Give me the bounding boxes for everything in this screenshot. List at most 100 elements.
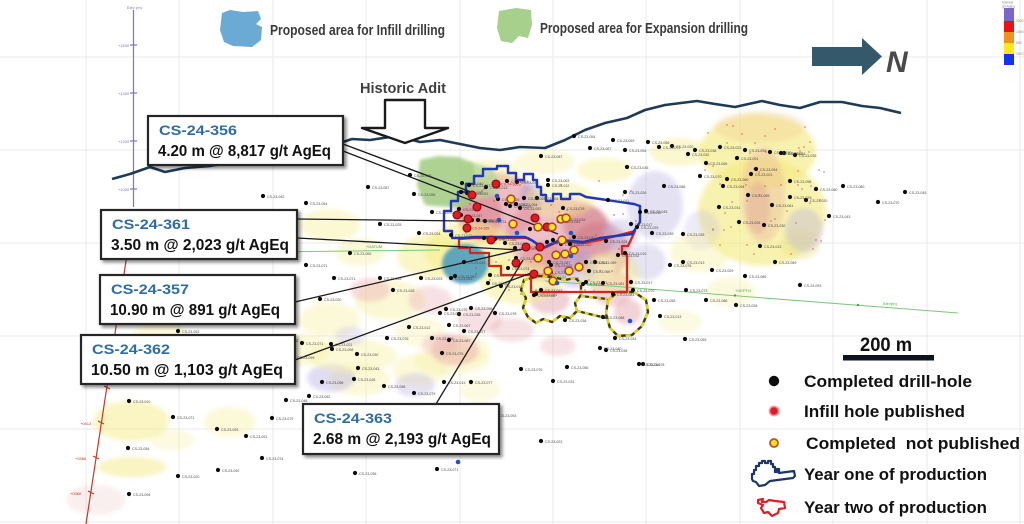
svg-text:CS-24-357: CS-24-357 [111, 281, 189, 297]
svg-text:3.50 m @ 2,023 g/t AgEq: 3.50 m @ 2,023 g/t AgEq [111, 237, 289, 254]
svg-text:CS-23-029: CS-23-029 [482, 219, 499, 223]
svg-text:CS-23-039: CS-23-039 [749, 149, 766, 153]
svg-text:CS-23-061: CS-23-061 [776, 204, 793, 208]
svg-text:CS-23-011: CS-23-011 [612, 199, 629, 203]
svg-text:Infill hole published: Infill hole published [804, 402, 965, 421]
svg-text:CS-23-080: CS-23-080 [820, 188, 837, 192]
svg-text:CS-23-065: CS-23-065 [710, 162, 727, 166]
svg-text:Elev (m): Elev (m) [127, 5, 143, 10]
svg-text:CS-23-067: CS-23-067 [594, 147, 611, 151]
svg-text:10.90 m @ 891 g/t AgEq: 10.90 m @ 891 g/t AgEq [110, 302, 280, 319]
svg-text:CS-23-054: CS-23-054 [760, 168, 777, 172]
svg-text:CS-23-071: CS-23-071 [310, 264, 327, 268]
svg-text:CS-23-040: CS-23-040 [466, 182, 483, 186]
svg-text:CS-23-013: CS-23-013 [687, 261, 704, 265]
svg-text:CS-23-028: CS-23-028 [397, 289, 414, 293]
svg-text:CS-24-360: CS-24-360 [501, 183, 518, 187]
svg-text:CS-23-093: CS-23-093 [499, 414, 516, 418]
svg-text:CS-23-040: CS-23-040 [604, 347, 621, 351]
svg-text:CS-23-053: CS-23-053 [455, 277, 472, 281]
svg-text:Historic Adit: Historic Adit [360, 81, 446, 97]
svg-text:CS-23-043: CS-23-043 [833, 215, 850, 219]
svg-text:CS-23-077: CS-23-077 [509, 242, 526, 246]
svg-text:CS-23-075: CS-23-075 [450, 308, 467, 312]
svg-text:+1600: +1600 [118, 43, 130, 48]
svg-text:CS-23-071: CS-23-071 [177, 416, 194, 420]
svg-text:CS-23-043: CS-23-043 [468, 261, 485, 265]
svg-text:CS-23-020: CS-23-020 [182, 475, 199, 479]
svg-text:CS-24-356: CS-24-356 [159, 122, 237, 138]
svg-text:500: 500 [1016, 41, 1022, 45]
svg-text:CS-23-032: CS-23-032 [692, 153, 709, 157]
svg-text:+DATUM: +DATUM [550, 274, 566, 279]
svg-text:CS-23-081: CS-23-081 [617, 293, 634, 297]
svg-text:CS-24-361: CS-24-361 [112, 216, 190, 232]
svg-text:CS-23-021: CS-23-021 [755, 173, 772, 177]
svg-text:CS-23-072: CS-23-072 [455, 234, 472, 238]
svg-text:CS-23-052: CS-23-052 [313, 395, 330, 399]
svg-text:2000: 2000 [1016, 19, 1024, 23]
svg-text:CS-23-018: CS-23-018 [505, 285, 522, 289]
svg-text:CS-23-056: CS-23-056 [418, 193, 435, 197]
svg-text:CS-23-086: CS-23-086 [668, 185, 685, 189]
svg-text:10.50 m @ 1,103 g/t AgEq: 10.50 m @ 1,103 g/t AgEq [91, 362, 283, 379]
svg-text:CS-23-010: CS-23-010 [133, 400, 150, 404]
svg-text:CS-23-063: CS-23-063 [552, 179, 569, 183]
svg-text:CS-23-063: CS-23-063 [524, 207, 541, 211]
svg-text:CS-23-043: CS-23-043 [362, 367, 379, 371]
svg-text:Proposed area for Expansion dr: Proposed area for Expansion drilling [540, 20, 748, 37]
svg-text:CS-23-033: CS-23-033 [565, 243, 582, 247]
svg-text:CS-23-032: CS-23-032 [622, 254, 639, 258]
svg-text:CS-23-076: CS-23-076 [525, 368, 542, 372]
svg-text:CS-23-091: CS-23-091 [250, 435, 267, 439]
svg-text:CS-23-071: CS-23-071 [441, 468, 458, 472]
svg-text:CS-23-075: CS-23-075 [446, 352, 463, 356]
svg-text:CS-23-035: CS-23-035 [687, 233, 704, 237]
svg-text:CS-23-091: CS-23-091 [741, 157, 758, 161]
svg-text:CS-23-067: CS-23-067 [459, 275, 476, 279]
svg-text:CS-23-042: CS-23-042 [521, 181, 538, 185]
svg-text:CS-23-087: CS-23-087 [372, 186, 389, 190]
svg-text:CS-23-055: CS-23-055 [658, 299, 675, 303]
svg-text:CS-23-098: CS-23-098 [475, 307, 492, 311]
svg-text:CS-23-038: CS-23-038 [699, 149, 716, 153]
svg-text:N: N [886, 46, 909, 79]
svg-text:CS-23-071: CS-23-071 [663, 146, 680, 150]
svg-text:CS-23-056: CS-23-056 [652, 141, 669, 145]
svg-text:CS-23-067: CS-23-067 [453, 324, 470, 328]
svg-text:CS-23-087: CS-23-087 [453, 339, 470, 343]
svg-text:CS-23-052: CS-23-052 [785, 152, 802, 156]
svg-text:Elev(m): Elev(m) [883, 301, 897, 306]
svg-text:CS-23-061: CS-23-061 [643, 363, 660, 367]
svg-text:CS-23-098: CS-23-098 [388, 385, 405, 389]
svg-text:CS-23-087: CS-23-087 [553, 261, 570, 265]
svg-text:CS-23-098: CS-23-098 [336, 348, 353, 352]
svg-text:CS-23-036: CS-23-036 [436, 337, 453, 341]
svg-text:CS-23-074: CS-23-074 [463, 208, 480, 212]
svg-text:CS-23-092: CS-23-092 [222, 469, 239, 473]
svg-text:CS-23-035: CS-23-035 [631, 166, 648, 170]
svg-text:CS-23-045: CS-23-045 [650, 210, 667, 214]
svg-text:CS-23-029: CS-23-029 [794, 196, 811, 200]
svg-text:CS-23-081: CS-23-081 [492, 282, 509, 286]
svg-text:CS-23-055: CS-23-055 [488, 237, 505, 241]
svg-text:CS-23-055: CS-23-055 [689, 338, 706, 342]
svg-text:4.20 m @ 8,817 g/t AgEq: 4.20 m @ 8,817 g/t AgEq [158, 143, 331, 160]
svg-text:CS-23-078: CS-23-078 [647, 363, 664, 367]
svg-text:CS-23-071: CS-23-071 [590, 281, 607, 285]
svg-text:CS-23-049: CS-23-049 [384, 277, 401, 281]
svg-text:CS-23-069: CS-23-069 [354, 252, 371, 256]
svg-text:+1000: +1000 [118, 187, 130, 192]
svg-text:CS-23-066: CS-23-066 [520, 257, 537, 261]
svg-text:Year two of production: Year two of production [804, 498, 987, 517]
svg-text:CS-23-077: CS-23-077 [468, 330, 485, 334]
svg-text:Proposed area for Infill drill: Proposed area for Infill drilling [270, 22, 445, 39]
svg-text:CS-23-035: CS-23-035 [799, 154, 816, 158]
svg-text:CS-23-070: CS-23-070 [704, 175, 721, 179]
svg-text:CS-23-037: CS-23-037 [510, 203, 527, 207]
svg-text:CS-23-056: CS-23-056 [571, 366, 588, 370]
svg-text:CS-23-029: CS-23-029 [641, 226, 658, 230]
svg-text:CS-23-024: CS-23-024 [423, 232, 440, 236]
svg-text:CS-23-020: CS-23-020 [810, 199, 827, 203]
svg-text:CS-23-059: CS-23-059 [617, 139, 634, 143]
